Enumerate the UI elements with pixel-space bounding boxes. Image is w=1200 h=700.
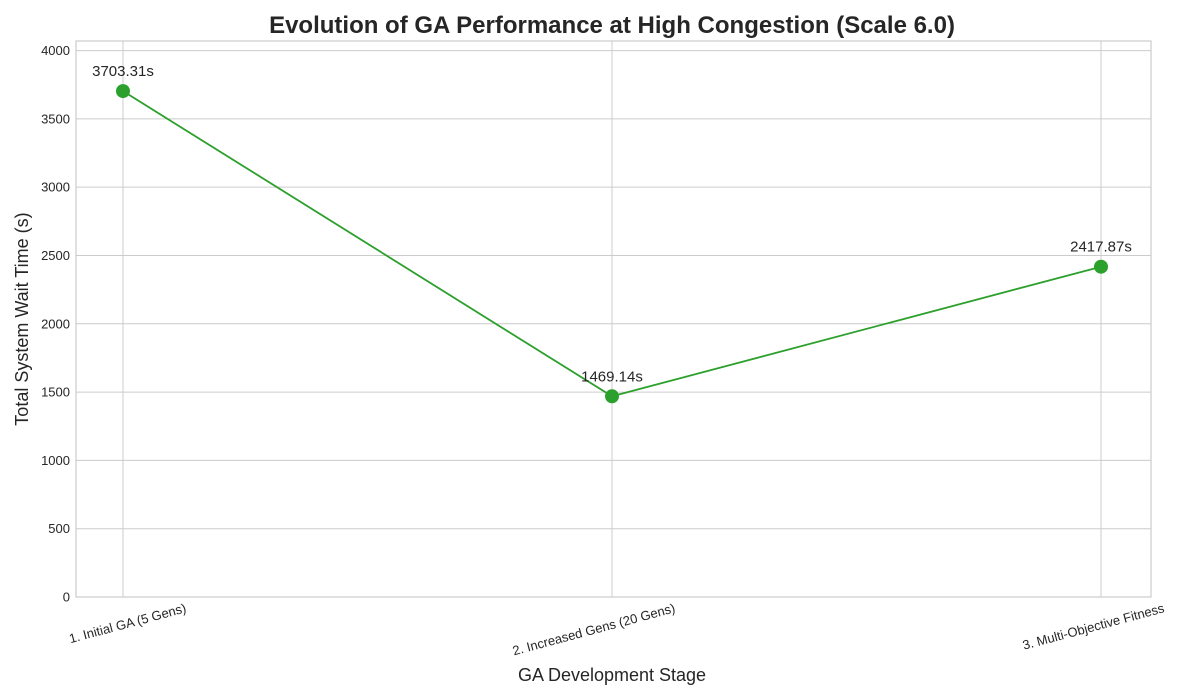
x-axis-label: GA Development Stage	[518, 665, 706, 685]
x-tick-label: 1. Initial GA (5 Gens)	[67, 600, 187, 646]
data-point	[1094, 259, 1108, 274]
y-axis-ticks: 0 500 1000 1500 2000 2500 3000 3500 4000	[41, 43, 70, 604]
y-tick-label: 2500	[41, 248, 70, 263]
y-tick-label: 500	[48, 521, 70, 536]
y-tick-label: 3500	[41, 111, 70, 126]
x-axis-ticks: 1. Initial GA (5 Gens) 2. Increased Gens …	[67, 600, 1166, 658]
y-tick-label: 4000	[41, 43, 70, 58]
y-tick-label: 1500	[41, 385, 70, 400]
data-label: 1469.14s	[581, 368, 643, 385]
data-label: 3703.31s	[92, 63, 154, 80]
chart-title: Evolution of GA Performance at High Cong…	[269, 12, 955, 39]
y-tick-label: 3000	[41, 180, 70, 195]
grid	[76, 41, 1151, 598]
x-tick-label: 3. Multi-Objective Fitness	[1021, 600, 1166, 652]
data-point	[605, 389, 619, 404]
y-tick-label: 0	[63, 590, 70, 605]
x-tick-label: 2. Increased Gens (20 Gens)	[511, 600, 677, 658]
data-label: 2417.87s	[1070, 239, 1132, 256]
y-tick-label: 1000	[41, 453, 70, 468]
series-layer	[116, 84, 1108, 404]
data-labels: 3703.31s 1469.14s 2417.87s	[92, 63, 1132, 385]
y-axis-label: Total System Wait Time (s)	[12, 212, 32, 425]
data-point	[116, 84, 130, 99]
y-tick-label: 2000	[41, 316, 70, 331]
plot-frame	[75, 40, 1152, 598]
